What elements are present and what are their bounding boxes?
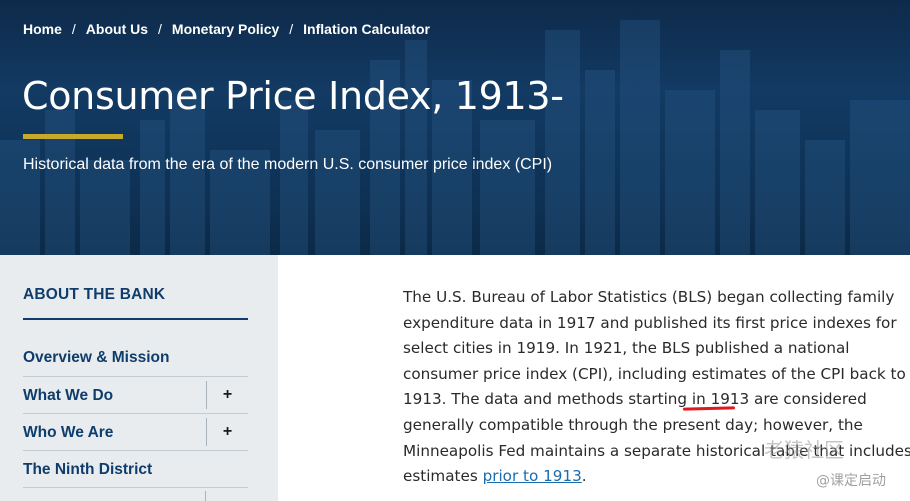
sidebar-divider: [23, 487, 248, 488]
breadcrumb-separator: /: [71, 21, 76, 37]
paragraph-line: consumer price index (CPI), including es…: [403, 364, 906, 383]
sidebar-heading-rule: [23, 318, 248, 320]
paragraph-line: select cities in 1919. In 1921, the BLS …: [403, 339, 850, 358]
paragraph-line: 1913. The data and methods starting in 1…: [403, 390, 867, 409]
paragraph-last-line: estimates prior to 1913.: [403, 464, 883, 490]
cpi-intro-paragraph: The U.S. Bureau of Labor Statistics (BLS…: [403, 285, 910, 490]
prior-to-1913-link[interactable]: prior to 1913: [482, 467, 582, 486]
paragraph-text: .: [581, 467, 587, 486]
expand-plus-icon[interactable]: +: [206, 418, 248, 446]
paragraph-line: expenditure data in 1917 and published i…: [403, 313, 897, 332]
title-accent-rule: [23, 134, 123, 139]
paragraph-line: generally compatible through the present…: [403, 415, 863, 434]
sidebar-item-label: What We Do: [23, 386, 114, 404]
watermark-handle: @课定启动: [816, 473, 886, 489]
breadcrumb-separator: /: [289, 21, 294, 37]
breadcrumb-monetary-policy-link[interactable]: Monetary Policy: [171, 21, 280, 37]
watermark-text: 老猿社区: [764, 438, 844, 462]
page-subtitle: Historical data from the era of the mode…: [23, 156, 553, 173]
breadcrumb: Home / About Us / Monetary Policy / Infl…: [23, 19, 430, 39]
sidebar-item-overview-mission[interactable]: Overview & Mission: [23, 339, 248, 376]
sidebar-item-label: Overview & Mission: [23, 348, 170, 366]
sidebar-item-label: Who We Are: [23, 423, 114, 441]
breadcrumb-inflation-calculator-link[interactable]: Inflation Calculator: [303, 21, 430, 37]
sidebar-next-item-toggle-edge: [205, 491, 206, 501]
sidebar-heading: ABOUT THE BANK: [23, 286, 166, 303]
sidebar: [0, 255, 278, 501]
sidebar-divider: [23, 450, 248, 451]
paragraph-line: The U.S. Bureau of Labor Statistics (BLS…: [403, 288, 895, 306]
breadcrumb-home-link[interactable]: Home: [23, 21, 62, 37]
sidebar-item-label: The Ninth District: [23, 460, 153, 478]
sidebar-item-who-we-are[interactable]: Who We Are +: [23, 414, 248, 451]
hero-banner: Home / About Us / Monetary Policy / Infl…: [0, 0, 910, 255]
paragraph-text: estimates: [403, 467, 483, 486]
sidebar-item-ninth-district[interactable]: The Ninth District: [23, 451, 248, 488]
breadcrumb-about-us-link[interactable]: About Us: [85, 21, 149, 37]
paragraph-line: Minneapolis Fed maintains a separate his…: [403, 441, 910, 460]
sidebar-item-what-we-do[interactable]: What We Do +: [23, 377, 248, 414]
sidebar-divider: [23, 376, 248, 377]
page-title: Consumer Price Index, 1913-: [22, 74, 564, 118]
expand-plus-icon[interactable]: +: [206, 381, 248, 409]
breadcrumb-separator: /: [158, 21, 162, 37]
sidebar-divider: [23, 413, 248, 414]
